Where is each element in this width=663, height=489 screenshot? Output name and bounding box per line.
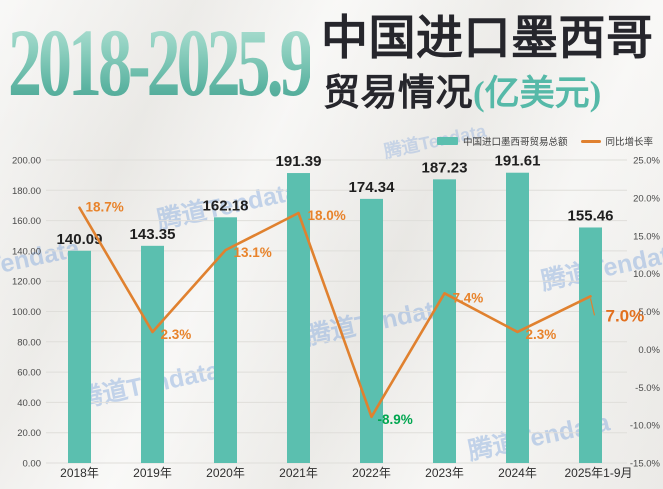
- bar-value-label: 143.35: [130, 226, 176, 243]
- legend-bar-swatch: [437, 137, 458, 145]
- growth-label: 2.3%: [161, 327, 192, 342]
- y-axis-right-tick: 25.0%: [633, 156, 660, 167]
- y-axis-right-tick: -10.0%: [630, 421, 661, 432]
- bar-2023年: [433, 179, 456, 463]
- y-axis-left-tick: 0.00: [23, 459, 42, 470]
- y-axis-left-tick: 40.00: [17, 398, 41, 409]
- y-axis-left-tick: 80.00: [17, 337, 41, 348]
- growth-label: -8.9%: [378, 412, 413, 427]
- y-axis-right-tick: 0.0%: [638, 345, 660, 356]
- bar-value-label: 187.23: [422, 159, 468, 176]
- x-axis-label: 2018年: [60, 466, 99, 480]
- bar-value-label: 174.34: [349, 179, 396, 196]
- y-axis-right-tick: 10.0%: [633, 269, 660, 280]
- x-axis-label: 2020年: [206, 466, 245, 480]
- bar-2019年: [141, 245, 164, 463]
- growth-label: 7.0%: [606, 306, 645, 325]
- x-axis-label: 2019年: [133, 466, 172, 480]
- legend-line-swatch: [580, 139, 601, 143]
- x-axis-label: 2025年1-9月: [564, 466, 632, 480]
- legend-line-label: 同比增长率: [605, 137, 654, 148]
- y-axis-left-tick: 180.00: [12, 186, 41, 197]
- y-axis-right-tick: -5.0%: [635, 383, 660, 394]
- y-axis-right-tick: -15.0%: [630, 459, 661, 470]
- x-axis-label: 2023年: [425, 466, 464, 480]
- x-axis-label: 2021年: [279, 466, 318, 480]
- y-axis-left-tick: 120.00: [12, 277, 41, 288]
- legend: 中国进口墨西哥贸易总额 同比增长率: [437, 134, 653, 148]
- y-axis-right-tick: 20.0%: [633, 193, 660, 204]
- bar-value-label: 191.39: [276, 153, 322, 170]
- bar-2024年: [506, 172, 529, 463]
- y-axis-left-tick: 200.00: [12, 156, 41, 167]
- legend-bar-label: 中国进口墨西哥贸易总额: [463, 137, 568, 148]
- y-axis-left-tick: 60.00: [17, 368, 41, 379]
- growth-label: 7.4%: [453, 290, 484, 305]
- y-axis-left-tick: 20.00: [17, 428, 41, 439]
- growth-label: 18.0%: [308, 208, 346, 223]
- growth-label: 18.7%: [86, 200, 124, 215]
- growth-label: 2.3%: [526, 327, 557, 342]
- bar-2018年: [68, 250, 91, 463]
- bar-value-label: 155.46: [568, 207, 614, 224]
- growth-label: 13.1%: [234, 245, 272, 260]
- y-axis-right-tick: 15.0%: [633, 231, 660, 242]
- bar-2025年1-9月: [579, 227, 602, 463]
- bar-value-label: 191.61: [495, 153, 541, 170]
- x-axis-label: 2024年: [498, 466, 537, 480]
- y-axis-left-tick: 140.00: [12, 246, 41, 257]
- y-axis-left-tick: 100.00: [12, 307, 41, 318]
- bar-value-label: 162.18: [203, 197, 249, 214]
- x-axis-label: 2022年: [352, 466, 391, 480]
- y-axis-left-tick: 160.00: [12, 216, 41, 227]
